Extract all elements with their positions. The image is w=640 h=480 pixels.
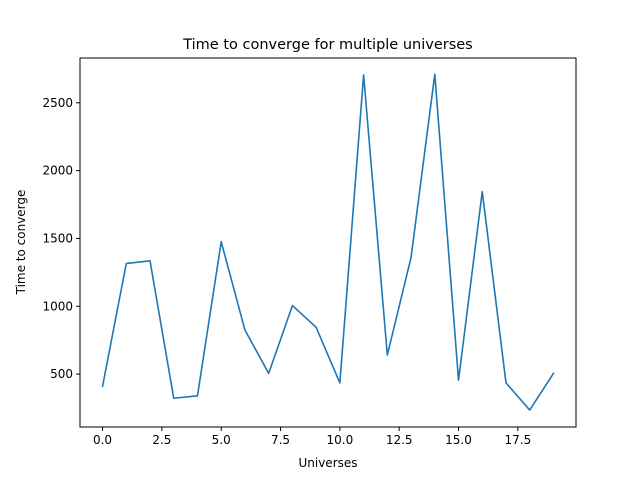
y-tick-label: 2000 <box>42 164 73 178</box>
chart-title: Time to converge for multiple universes <box>182 37 473 53</box>
y-tick-label: 1500 <box>42 231 73 245</box>
x-axis: 0.0 2.5 5.0 7.5 10.0 12.5 15.0 17.5 <box>93 427 531 447</box>
y-axis: 500 1000 1500 2000 2500 <box>42 96 80 381</box>
x-tick-label: 5.0 <box>212 433 231 447</box>
y-tick-label: 2500 <box>42 96 73 110</box>
x-tick-label: 0.0 <box>93 433 112 447</box>
x-tick-label: 7.5 <box>271 433 290 447</box>
x-tick-label: 15.0 <box>445 433 472 447</box>
y-tick-label: 1000 <box>42 299 73 313</box>
y-tick-label: 500 <box>50 367 73 381</box>
x-tick-label: 10.0 <box>327 433 354 447</box>
x-tick-label: 2.5 <box>152 433 171 447</box>
plot-area <box>79 57 577 428</box>
y-axis-label: Time to converge <box>14 190 28 296</box>
plot-frame <box>79 57 577 428</box>
series-layer <box>101 73 555 411</box>
x-tick-label: 17.5 <box>504 433 531 447</box>
series-line <box>101 73 555 411</box>
x-axis-label: Universes <box>298 456 357 470</box>
x-tick-label: 12.5 <box>386 433 413 447</box>
